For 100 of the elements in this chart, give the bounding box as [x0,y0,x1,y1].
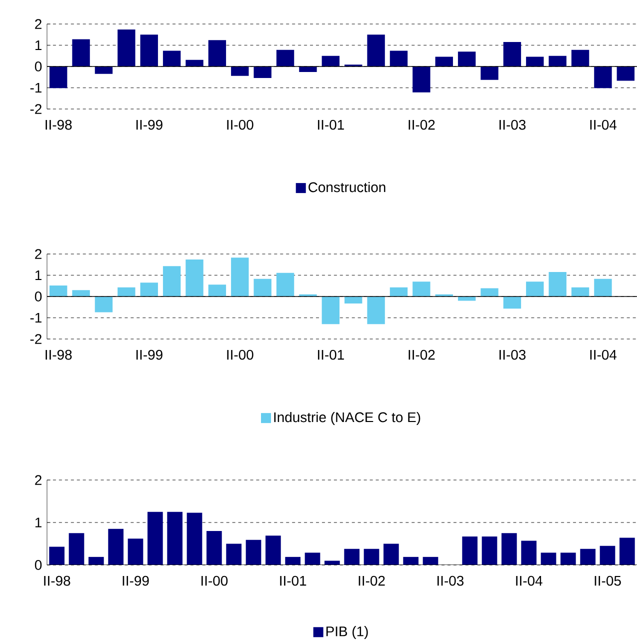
bar [208,40,226,66]
bar [322,56,340,66]
x-tick-label: II-02 [358,576,385,586]
bar [620,538,635,565]
x-tick-label: II-99 [136,350,162,360]
bar [167,512,183,565]
y-tick-label: -1 [30,82,42,93]
bar [367,34,385,66]
bar [226,544,242,565]
x-tick-label: II-04 [590,120,617,130]
x-tick-label: II-01 [318,350,344,360]
y-tick-label: -2 [30,334,42,344]
x-tick-label: II-03 [500,350,526,360]
bar [94,66,113,74]
bar [140,282,158,296]
bar [299,66,317,72]
x-tick-label: II-04 [590,350,617,360]
bar [186,512,202,565]
y-tick-label: 1 [35,40,42,50]
bar [254,278,272,296]
x-tick-label: II-01 [280,576,306,586]
x-tick-label: II-00 [201,576,228,586]
bar [140,34,158,66]
bar [186,260,204,296]
bar [285,556,301,565]
y-tick-label: 2 [35,475,42,485]
bar [521,540,537,565]
bar [68,533,84,565]
bar [480,66,498,80]
bar [108,528,124,565]
bar [344,548,360,565]
y-tick-label: -1 [30,312,42,323]
bar [94,296,113,312]
bar [208,284,226,296]
y-tick-label: 1 [35,518,42,528]
bar [162,50,181,66]
y-tick-label: 0 [34,292,42,302]
bar [49,66,68,88]
bar [49,285,68,296]
bar [422,556,438,565]
bar [231,258,249,296]
bar [322,296,340,324]
bar [390,287,408,296]
bar [246,540,262,565]
legend-label: Industrie (NACE C to E) [274,412,420,425]
bar [162,266,181,296]
bar [367,296,385,324]
bar [571,50,590,66]
bar [503,42,522,66]
bar [49,546,65,565]
bar [384,544,399,565]
bar [502,533,517,565]
bar [458,52,476,66]
x-tick-label: II-02 [408,120,435,130]
y-tick-label: -2 [30,104,42,114]
x-tick-label: II-05 [594,576,621,586]
bar [503,296,522,309]
bar [548,56,566,66]
bar [88,556,104,565]
x-tick-label: II-03 [500,120,526,130]
x-tick-label: II-00 [227,120,254,130]
bar [412,282,430,296]
bar [72,39,90,66]
x-tick-label: II-02 [408,350,435,360]
legend-label: Construction [308,182,386,192]
x-tick-label: II-03 [437,576,464,586]
bar [540,552,556,565]
bar [344,296,362,304]
bar [364,548,380,565]
bar [526,282,544,296]
bar [118,287,136,296]
bar [276,272,294,296]
bar [560,552,576,565]
bar [571,287,590,296]
x-tick-label: II-99 [136,120,162,130]
bar [266,536,281,565]
legend-label: PIB (1) [326,626,368,640]
bar [600,546,616,565]
bar [304,552,320,565]
bar [526,56,544,66]
x-tick-label: II-99 [122,576,149,586]
bar [403,556,419,565]
bar [148,512,163,565]
bar [118,30,136,66]
y-tick-label: 2 [35,249,42,259]
y-tick-label: 2 [35,19,42,29]
bar [480,288,498,296]
bar [482,536,498,565]
bar [276,50,294,66]
x-tick-label: II-01 [318,120,344,130]
bar [390,50,408,66]
y-tick-label: 0 [34,62,42,72]
bar [548,272,566,296]
x-tick-label: II-04 [516,576,542,586]
bar [462,536,478,565]
bar [594,278,612,296]
y-tick-label: 1 [35,270,42,280]
bar [435,56,453,66]
bar [594,66,612,88]
x-tick-label: II-98 [46,120,72,130]
